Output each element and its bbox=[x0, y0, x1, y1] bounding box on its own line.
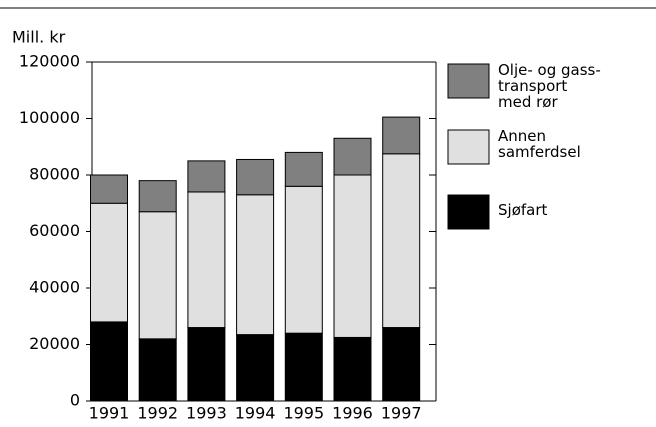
y-tick-label: 100000 bbox=[19, 108, 80, 127]
bar-segment bbox=[138, 338, 177, 402]
bar-segment bbox=[236, 194, 275, 336]
legend-swatch bbox=[447, 194, 490, 230]
bar-segment bbox=[236, 158, 275, 196]
x-tick-label: 1991 bbox=[89, 404, 130, 423]
bar-segment bbox=[284, 185, 323, 334]
bar-segment bbox=[382, 327, 421, 402]
legend-label: Olje- og gass- transport med rør bbox=[498, 61, 601, 111]
legend-swatch bbox=[447, 129, 490, 165]
bar-segment bbox=[382, 116, 421, 155]
y-tick-label: 60000 bbox=[29, 221, 80, 240]
bar-segment bbox=[90, 202, 128, 323]
x-tick-label: 1992 bbox=[137, 404, 178, 423]
bar-segment bbox=[333, 137, 372, 176]
bar-segment bbox=[284, 332, 323, 402]
y-tick-label: 40000 bbox=[29, 278, 80, 297]
bar-segment bbox=[333, 336, 372, 402]
bar-segment bbox=[138, 211, 177, 340]
y-tick-label: 0 bbox=[70, 391, 80, 410]
bar-segment bbox=[284, 151, 323, 187]
bar-segment bbox=[187, 327, 226, 402]
bar-segment bbox=[138, 180, 177, 213]
legend-label: Annen samferdsel bbox=[498, 127, 581, 161]
legend-swatch bbox=[447, 63, 490, 99]
x-tick-label: 1996 bbox=[332, 404, 373, 423]
bar-segment bbox=[90, 174, 128, 204]
x-tick-label: 1995 bbox=[283, 404, 324, 423]
bar-segment bbox=[382, 153, 421, 329]
x-tick-label: 1994 bbox=[235, 404, 276, 423]
x-tick-label: 1997 bbox=[381, 404, 422, 423]
bar-segment bbox=[187, 160, 226, 193]
legend-label: Sjøfart bbox=[498, 201, 548, 219]
y-axis-label: Mill. kr bbox=[12, 28, 66, 47]
bar-segment bbox=[333, 174, 372, 338]
y-tick-label: 120000 bbox=[19, 52, 80, 71]
y-tick-label: 20000 bbox=[29, 334, 80, 353]
x-tick-label: 1993 bbox=[186, 404, 227, 423]
bar-segment bbox=[90, 321, 128, 402]
y-tick-label: 80000 bbox=[29, 165, 80, 184]
bar-segment bbox=[236, 334, 275, 402]
bar-segment bbox=[187, 191, 226, 329]
